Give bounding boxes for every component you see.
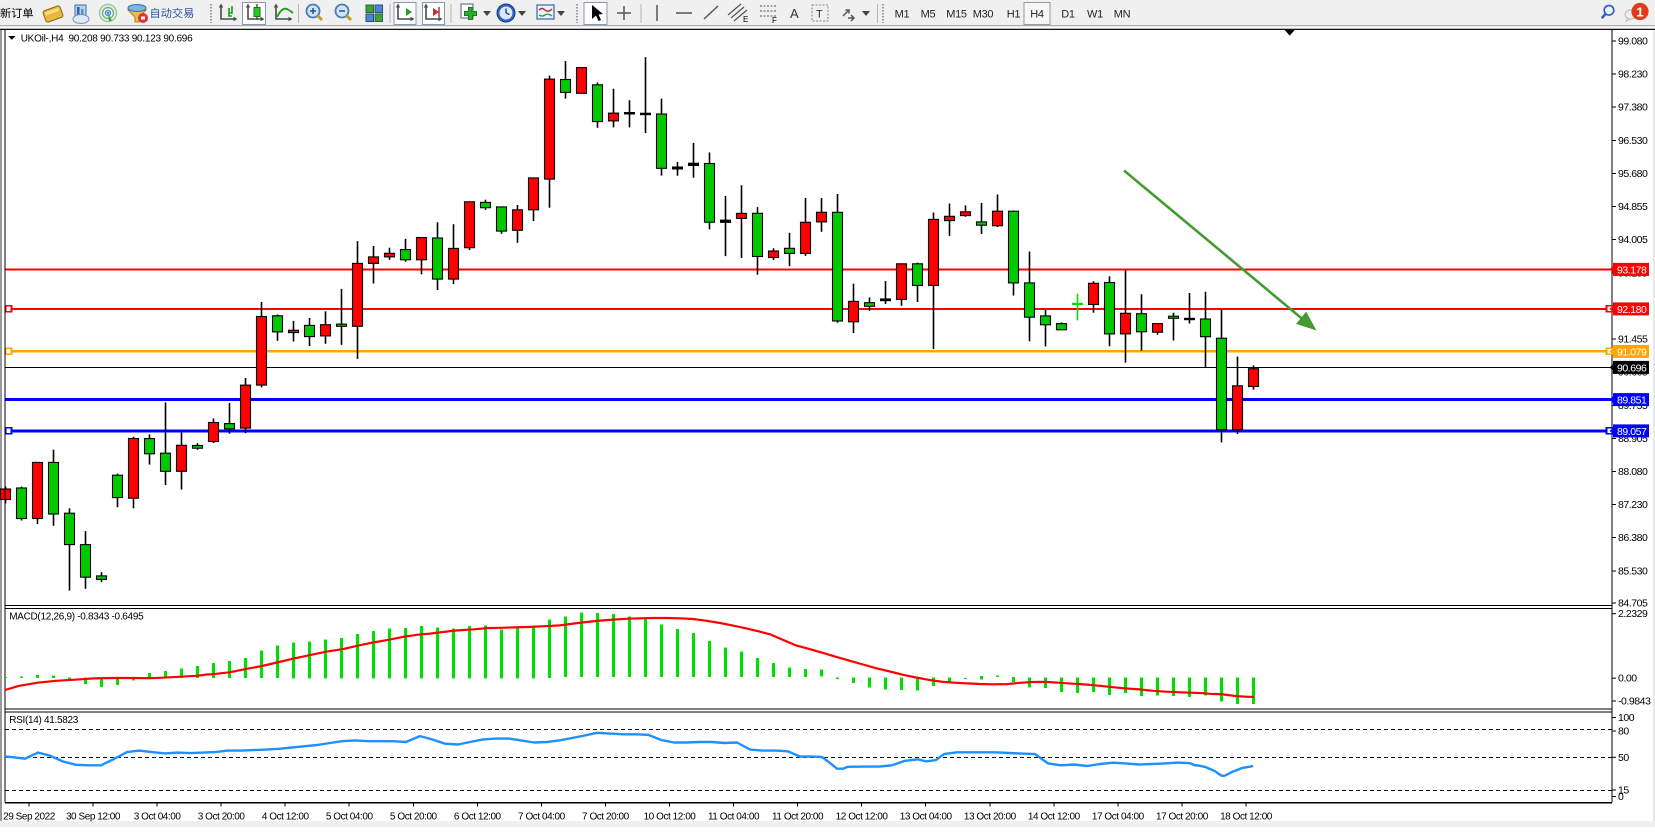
svg-text:F: F — [772, 16, 777, 25]
svg-text:86.380: 86.380 — [1618, 532, 1648, 544]
svg-text:99.080: 99.080 — [1618, 36, 1648, 48]
svg-text:2.2329: 2.2329 — [1618, 608, 1648, 620]
svg-text:MN: MN — [1114, 9, 1131, 21]
svg-text:15: 15 — [1618, 785, 1629, 797]
svg-text:89.057: 89.057 — [1617, 426, 1647, 438]
svg-text:100: 100 — [1618, 712, 1635, 724]
svg-text:A: A — [790, 6, 799, 21]
svg-text:E: E — [743, 15, 748, 24]
svg-text:13 Oct 04:00: 13 Oct 04:00 — [900, 812, 953, 823]
svg-text:6 Oct 12:00: 6 Oct 12:00 — [454, 812, 502, 823]
svg-text:97.380: 97.380 — [1618, 102, 1648, 114]
svg-text:0.00: 0.00 — [1618, 673, 1637, 685]
svg-text:98.230: 98.230 — [1618, 69, 1648, 81]
svg-text:85.530: 85.530 — [1618, 565, 1648, 577]
svg-text:5 Oct 04:00: 5 Oct 04:00 — [326, 812, 374, 823]
svg-text:RSI(14) 41.5823: RSI(14) 41.5823 — [9, 715, 79, 726]
svg-text:D1: D1 — [1061, 9, 1075, 21]
svg-text:91.455: 91.455 — [1618, 334, 1648, 346]
svg-text:3 Oct 04:00: 3 Oct 04:00 — [134, 812, 182, 823]
svg-text:89.851: 89.851 — [1617, 395, 1647, 407]
svg-text:17 Oct 20:00: 17 Oct 20:00 — [1156, 812, 1209, 823]
svg-text:90.696: 90.696 — [1617, 362, 1647, 374]
svg-text:80: 80 — [1618, 726, 1629, 738]
svg-text:7 Oct 20:00: 7 Oct 20:00 — [582, 812, 630, 823]
svg-text:T: T — [816, 9, 823, 21]
svg-text:13 Oct 20:00: 13 Oct 20:00 — [964, 812, 1017, 823]
svg-text:M15: M15 — [946, 9, 967, 21]
svg-text:M5: M5 — [921, 9, 936, 21]
svg-text:4 Oct 12:00: 4 Oct 12:00 — [262, 812, 310, 823]
svg-text:11 Oct 04:00: 11 Oct 04:00 — [708, 812, 760, 823]
svg-text:H4: H4 — [1030, 9, 1044, 21]
svg-text:18 Oct 12:00: 18 Oct 12:00 — [1220, 812, 1273, 823]
svg-text:50: 50 — [1618, 752, 1629, 764]
svg-text:MACD(12,26,9) -0.8343 -0.6495: MACD(12,26,9) -0.8343 -0.6495 — [9, 611, 144, 622]
svg-text:UKOil-,H4 90.208 90.733 90.12: UKOil-,H4 90.208 90.733 90.123 90.696 — [21, 33, 193, 44]
svg-text:95.680: 95.680 — [1618, 168, 1648, 180]
svg-text:14 Oct 12:00: 14 Oct 12:00 — [1028, 812, 1081, 823]
svg-text:94.005: 94.005 — [1618, 234, 1648, 246]
svg-text:30 Sep 12:00: 30 Sep 12:00 — [66, 812, 121, 823]
svg-text:94.855: 94.855 — [1618, 201, 1648, 213]
svg-text:M1: M1 — [895, 9, 910, 21]
svg-text:7 Oct 04:00: 7 Oct 04:00 — [518, 812, 566, 823]
svg-text:91.079: 91.079 — [1617, 346, 1647, 358]
svg-text:1: 1 — [1636, 4, 1643, 19]
svg-text:0: 0 — [1618, 791, 1624, 803]
svg-text:92.180: 92.180 — [1617, 304, 1647, 316]
svg-text:11 Oct 20:00: 11 Oct 20:00 — [772, 812, 824, 823]
svg-text:W1: W1 — [1087, 9, 1103, 21]
svg-text:H1: H1 — [1007, 9, 1021, 21]
svg-text:M30: M30 — [973, 9, 994, 21]
svg-text:29 Sep 2022: 29 Sep 2022 — [3, 812, 56, 823]
svg-text:5 Oct 20:00: 5 Oct 20:00 — [390, 812, 438, 823]
svg-text:10 Oct 12:00: 10 Oct 12:00 — [644, 812, 697, 823]
svg-text:17 Oct 04:00: 17 Oct 04:00 — [1092, 812, 1145, 823]
svg-text:93.178: 93.178 — [1617, 264, 1647, 276]
svg-text:87.230: 87.230 — [1618, 499, 1648, 511]
svg-text:-0.9843: -0.9843 — [1618, 696, 1651, 708]
svg-text:3 Oct 20:00: 3 Oct 20:00 — [198, 812, 246, 823]
svg-text:96.530: 96.530 — [1618, 135, 1648, 147]
svg-text:84.705: 84.705 — [1618, 598, 1648, 610]
svg-text:12 Oct 12:00: 12 Oct 12:00 — [836, 812, 889, 823]
svg-text:88.080: 88.080 — [1618, 466, 1648, 478]
